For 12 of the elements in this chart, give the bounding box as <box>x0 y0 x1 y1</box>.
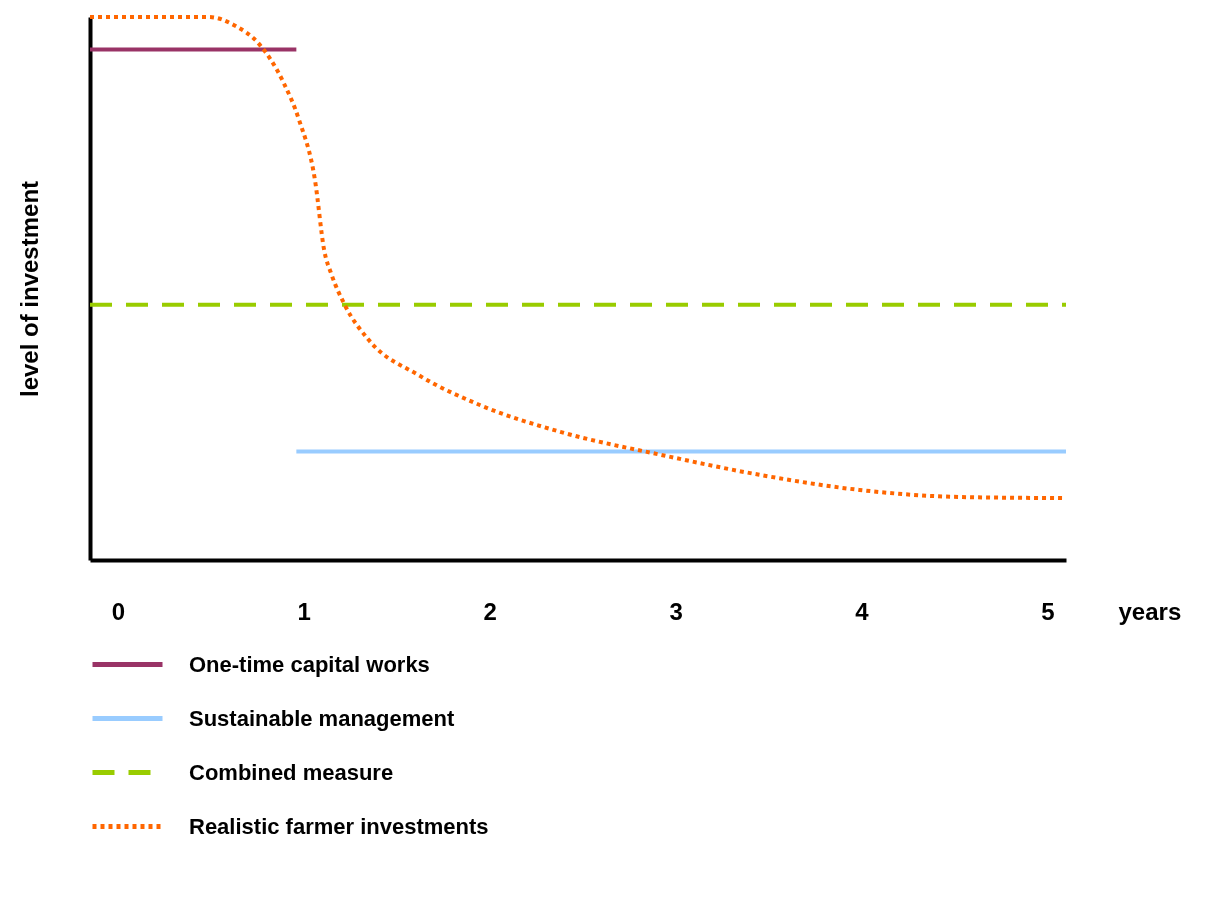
legend-label: Sustainable management <box>189 705 455 731</box>
x-tick-label: 0 <box>111 597 126 625</box>
x-tick-label: 3 <box>669 597 683 625</box>
y-axis-title: level of investment <box>15 180 43 398</box>
x-tick-label: 5 <box>1041 597 1055 625</box>
x-tick-label: 4 <box>855 597 870 625</box>
x-axis-title: years <box>1118 597 1182 625</box>
legend-label: Realistic farmer investments <box>189 813 489 839</box>
x-tick-label: 1 <box>297 597 311 625</box>
legend-label: Combined measure <box>189 759 394 785</box>
x-tick-label: 2 <box>483 597 497 625</box>
legend-label: One-time capital works <box>189 651 430 677</box>
